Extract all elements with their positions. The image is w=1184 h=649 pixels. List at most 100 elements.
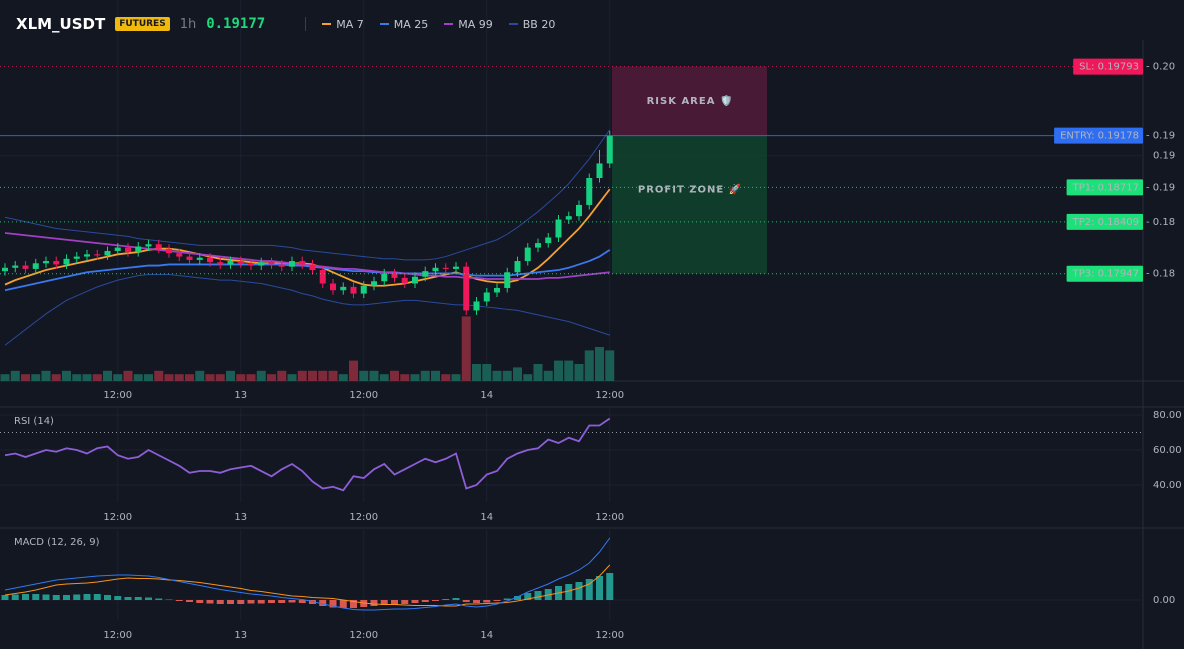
volume-bar: [103, 370, 112, 381]
volume-bar: [451, 374, 461, 381]
candle-body: [422, 271, 429, 277]
candle-body: [94, 254, 101, 256]
level-tag: [1066, 213, 1143, 230]
volume-bar: [31, 374, 41, 381]
y-tick-label: 60.00: [1153, 445, 1182, 456]
volume-bar: [533, 364, 543, 381]
histogram-bar: [370, 600, 378, 606]
x-tick-label: 14: [480, 630, 493, 641]
candle-body: [514, 261, 521, 273]
volume-bar: [574, 364, 584, 381]
candle-body: [186, 256, 193, 260]
volume-bar: [256, 370, 266, 381]
zone-label: PROFIT ZONE 🚀: [638, 183, 742, 196]
y-tick-label: 0.00: [1153, 595, 1175, 606]
badge: FUTURES: [115, 17, 170, 31]
macd-line: [4, 537, 611, 611]
volume-bar: [10, 370, 20, 381]
level-axis-label: - 0.19: [1146, 131, 1175, 142]
bb-upper: [4, 129, 611, 261]
volume-bar: [328, 370, 338, 381]
x-tick-label: 12:00: [349, 512, 378, 523]
volume-bar: [185, 374, 194, 381]
x-tick-label: 12:00: [103, 512, 132, 523]
histogram-bar: [483, 600, 491, 603]
legend-item[interactable]: MA 25: [379, 17, 429, 31]
volume-bar: [482, 364, 492, 381]
histogram-bar: [575, 582, 583, 600]
volume-bar: [441, 374, 451, 381]
candle-body: [412, 276, 418, 284]
volume-bar: [338, 374, 348, 381]
candle-body: [606, 135, 613, 164]
histogram-bar: [278, 600, 286, 603]
candle-body: [319, 270, 326, 284]
panel-title: RSI (14): [14, 416, 54, 427]
volume-bar: [287, 374, 297, 381]
histogram-bar: [534, 591, 542, 600]
volume-bar: [62, 370, 71, 381]
histogram-bar: [134, 597, 142, 600]
interval[interactable]: 1h: [179, 16, 197, 32]
histogram-bar: [350, 600, 357, 608]
volume-bar: [215, 374, 225, 381]
legend-label: MA 7: [336, 17, 364, 31]
level-tag: [1066, 179, 1143, 196]
candle-body: [207, 257, 213, 263]
candle-body: [535, 243, 541, 248]
candle-body: [32, 263, 39, 269]
candle-body: [258, 262, 265, 266]
legend-swatch: [508, 23, 518, 25]
level-tag-text: ENTRY: 0.19178: [1060, 131, 1139, 142]
histogram-bar: [596, 576, 603, 600]
legend-item[interactable]: MA 99: [444, 18, 493, 31]
candle-body: [371, 281, 377, 286]
level-axis-label: - 0.18: [1146, 217, 1175, 228]
legend-item[interactable]: MA 7: [322, 18, 364, 31]
histogram-bar: [83, 594, 91, 600]
histogram-bar: [145, 597, 152, 600]
y-tick-label: 40.00: [1153, 480, 1182, 491]
x-tick-label: 14: [480, 512, 493, 523]
candle-body: [340, 286, 347, 291]
candle-body: [217, 262, 224, 265]
histogram-bar: [1, 595, 9, 600]
candle-body: [453, 266, 459, 269]
symbol[interactable]: XLM_USDT: [16, 15, 106, 33]
volume-bar: [144, 374, 153, 381]
candle-body: [401, 277, 408, 284]
x-tick-label: 13: [234, 512, 247, 523]
histogram-bar: [432, 600, 439, 601]
candle-body: [114, 247, 121, 251]
volume-bar: [297, 370, 307, 381]
candle-body: [483, 292, 490, 302]
legend-item[interactable]: BB 20: [508, 18, 555, 31]
candle-body: [135, 246, 142, 253]
histogram-bar: [319, 600, 327, 606]
histogram-bar: [237, 600, 245, 604]
candle-body: [576, 204, 582, 217]
volume-bar: [154, 370, 164, 381]
candle-body: [125, 247, 131, 253]
x-tick-label: 12:00: [595, 630, 624, 641]
volume-bar: [595, 347, 604, 381]
volume-bar: [236, 374, 246, 381]
x-tick-label: 12:00: [103, 630, 132, 641]
histogram-bar: [524, 593, 532, 600]
candle-body: [309, 264, 316, 271]
candle-body: [63, 258, 70, 265]
histogram-bar: [227, 600, 234, 604]
histogram-bar: [452, 598, 460, 600]
volume-bar: [513, 367, 522, 381]
histogram-bar: [514, 596, 521, 600]
histogram-bar: [165, 599, 173, 600]
histogram-bar: [585, 579, 593, 600]
level-axis-label: - 0.20: [1146, 62, 1175, 73]
candle-body: [391, 273, 398, 278]
histogram-bar: [22, 594, 29, 600]
volume-bar: [267, 374, 276, 381]
legend-label: MA 25: [393, 17, 429, 31]
x-tick-label: 12:00: [595, 390, 624, 401]
